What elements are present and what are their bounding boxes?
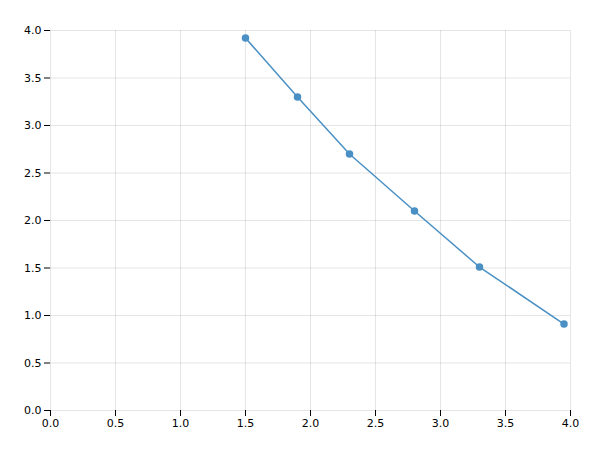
svg-text:2.0: 2.0 [24, 214, 42, 227]
svg-text:1.0: 1.0 [172, 417, 190, 430]
svg-text:1.5: 1.5 [237, 417, 255, 430]
svg-text:1.0: 1.0 [24, 309, 42, 322]
svg-text:0.5: 0.5 [107, 417, 125, 430]
svg-text:3.0: 3.0 [432, 417, 450, 430]
svg-text:2.5: 2.5 [24, 167, 42, 180]
svg-text:4.0: 4.0 [562, 417, 580, 430]
svg-text:0.0: 0.0 [42, 417, 60, 430]
svg-text:4.0: 4.0 [24, 24, 42, 37]
svg-text:0.5: 0.5 [24, 357, 42, 370]
svg-text:0.0: 0.0 [24, 404, 42, 417]
svg-text:3.5: 3.5 [497, 417, 515, 430]
svg-text:1.5: 1.5 [24, 262, 42, 275]
svg-text:2.0: 2.0 [302, 417, 320, 430]
svg-text:3.0: 3.0 [24, 119, 42, 132]
svg-text:3.5: 3.5 [24, 72, 42, 85]
svg-text:2.5: 2.5 [367, 417, 385, 430]
